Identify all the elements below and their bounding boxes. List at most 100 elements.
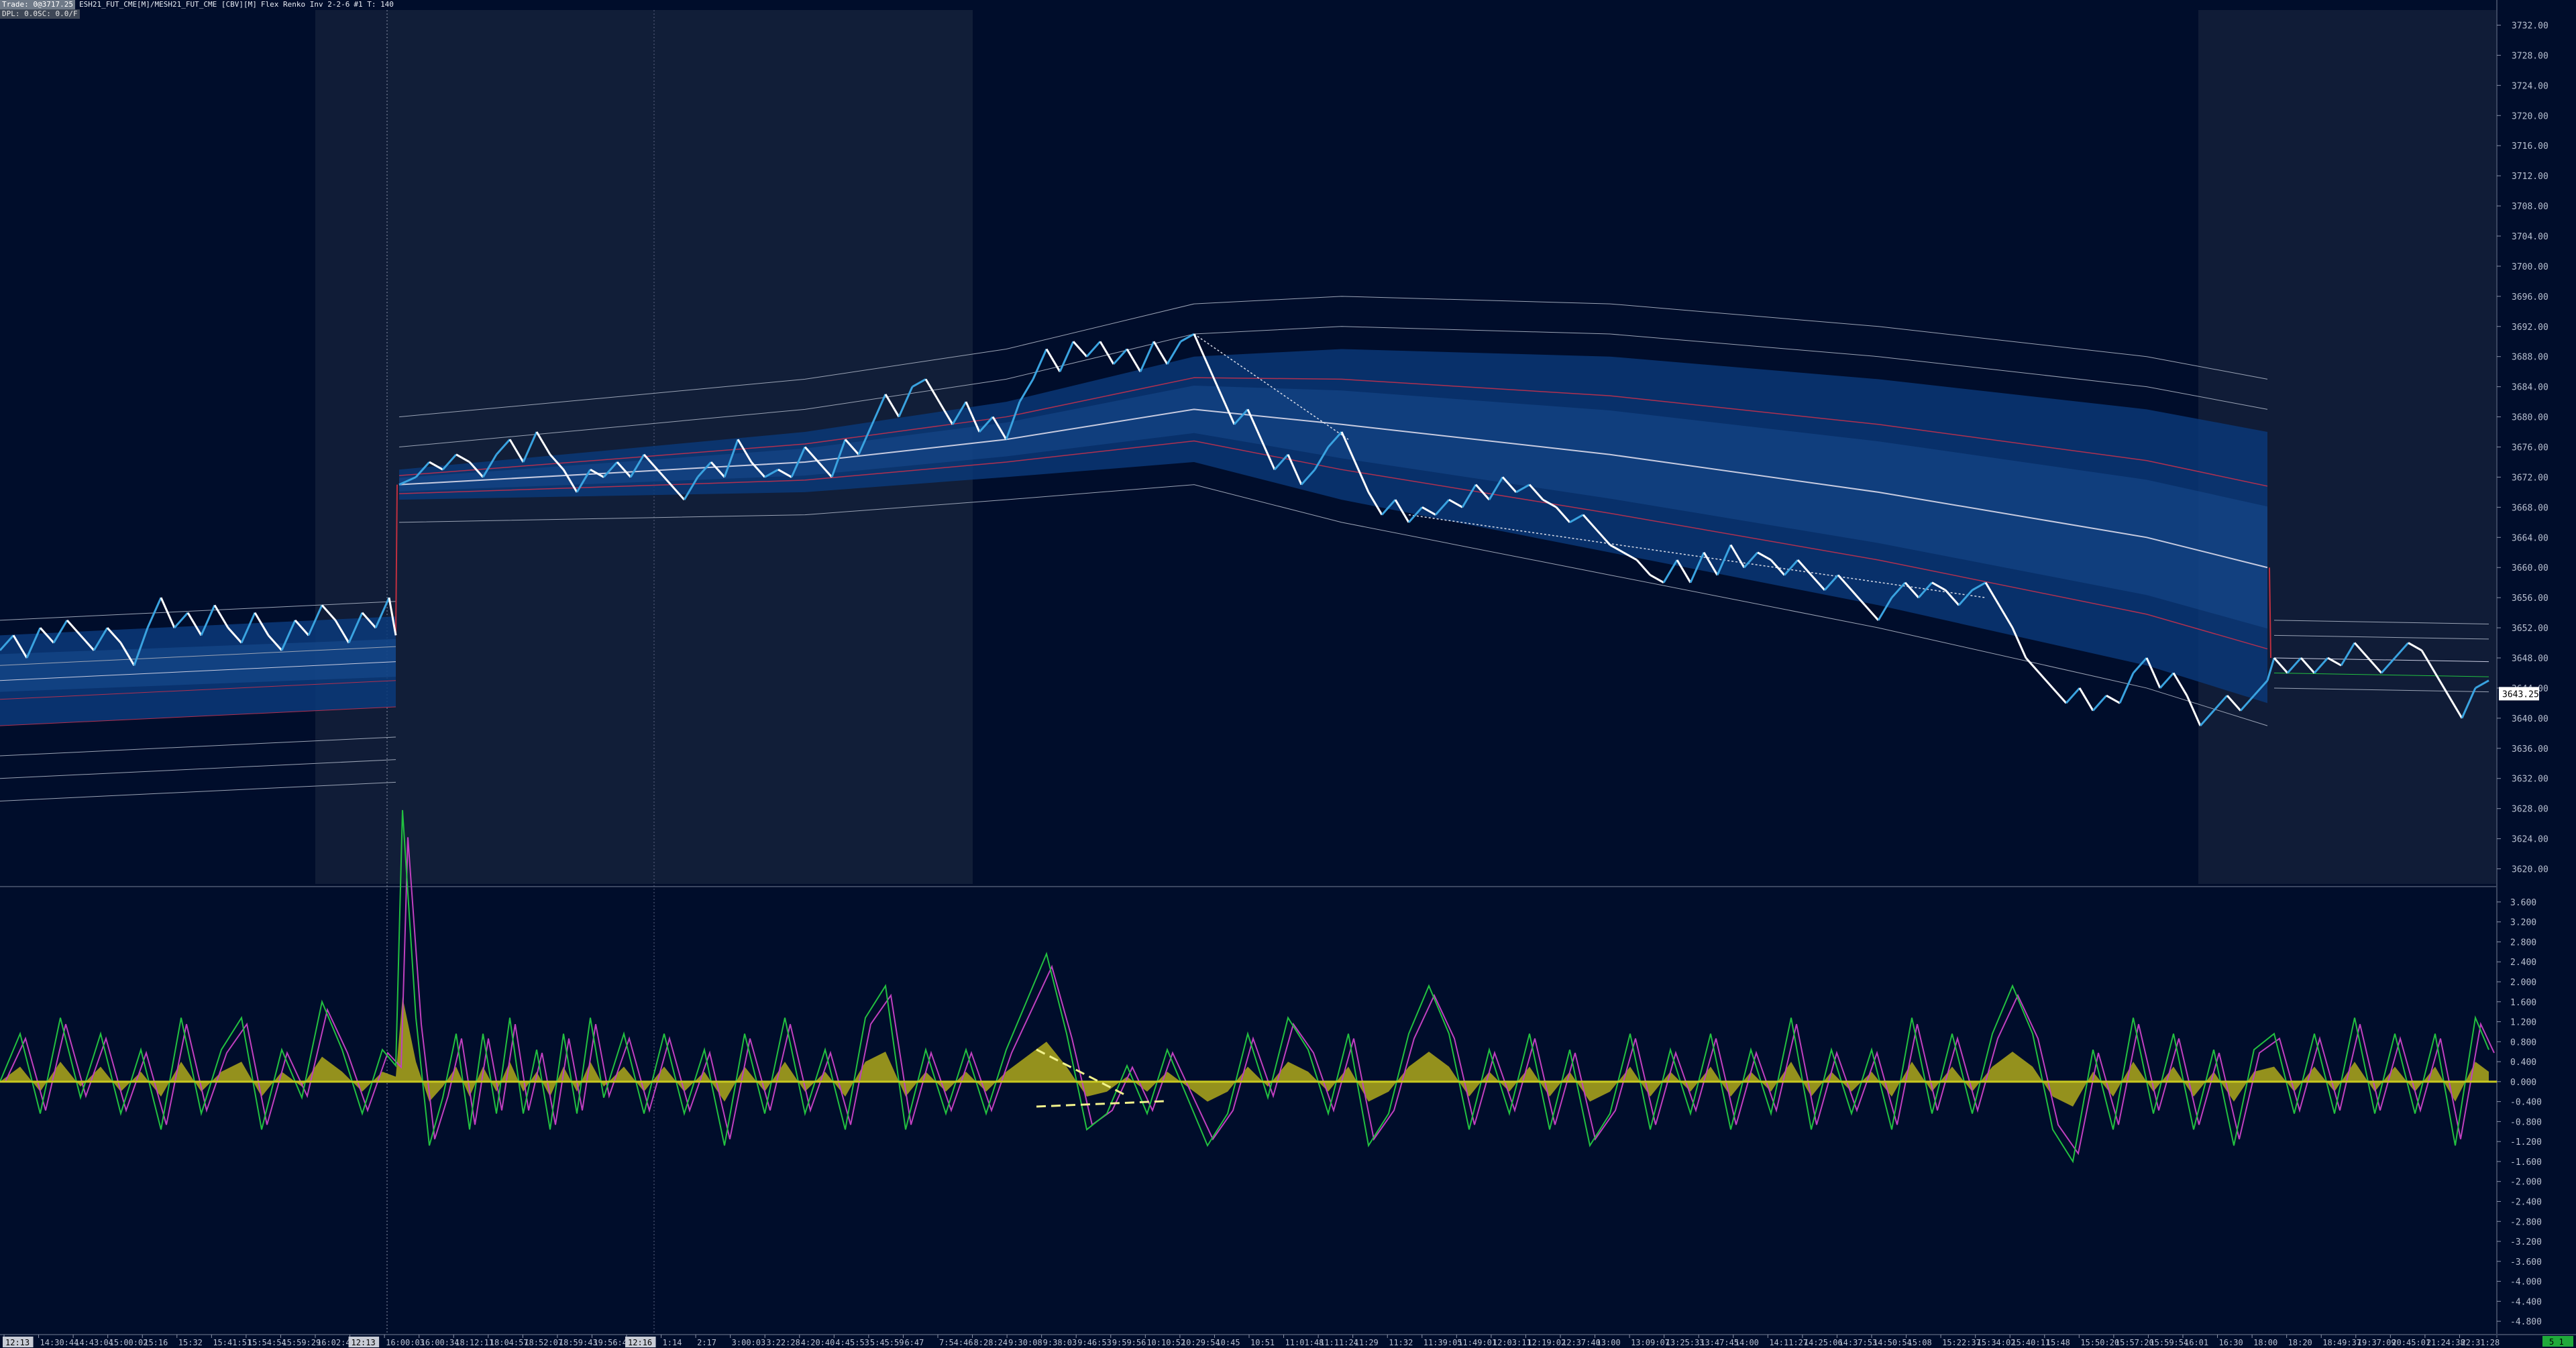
price-segment: [79, 634, 95, 651]
price-segment: [938, 401, 954, 425]
price-segment: [1193, 333, 1209, 365]
price-segment: [951, 401, 967, 425]
price-segment: [1662, 559, 1678, 583]
price-tick-label: 3708.00: [2512, 202, 2548, 212]
osc-tick-label: 2.400: [2510, 958, 2536, 968]
price-segment: [2078, 687, 2094, 712]
price-segment: [1139, 341, 1155, 372]
band-line-upper: [398, 377, 2268, 487]
time-tick-label: 12:13: [5, 1338, 30, 1347]
price-tick-label: 3704.00: [2512, 232, 2548, 242]
osc-tick-label: 1.600: [2510, 998, 2536, 1008]
price-tick-label: 3732.00: [2512, 21, 2548, 31]
time-tick-label: 13:09:07: [1631, 1338, 1670, 1347]
price-segment: [160, 597, 176, 628]
price-segment: [777, 468, 792, 478]
price-segment: [482, 453, 498, 478]
price-segment: [1273, 453, 1289, 471]
price-segment: [1166, 341, 1182, 365]
price-segment: [844, 439, 860, 455]
time-tick-label: 6:47: [904, 1338, 924, 1347]
price-segment: [388, 597, 397, 636]
band-midline: [398, 408, 2268, 569]
price-segment: [1367, 492, 1383, 516]
price-segment: [508, 439, 525, 463]
price-segment: [186, 612, 203, 636]
time-tick-label: 11:01:48: [1285, 1338, 1324, 1347]
osc-tick-label: 1.200: [2510, 1018, 2536, 1028]
price-segment: [2340, 642, 2356, 667]
price-segment: [737, 439, 753, 463]
price-segment: [321, 604, 337, 621]
time-tick-label: 13:25:33: [1666, 1338, 1705, 1347]
price-segment: [468, 461, 484, 478]
time-tick-label: 18:49:37: [2322, 1338, 2361, 1347]
price-segment: [267, 634, 283, 651]
price-segment: [1287, 454, 1303, 486]
price-tick-label: 3692.00: [2512, 323, 2548, 333]
band-line: [0, 781, 396, 801]
time-tick-label: 15:00:02: [109, 1338, 148, 1347]
price-segment: [213, 604, 229, 628]
osc-tick-label: -1.600: [2510, 1158, 2542, 1168]
price-tick-label: 3636.00: [2512, 744, 2548, 754]
right-badge-label: 5 1: [2549, 1337, 2564, 1347]
time-tick-label: 16:00:34: [421, 1338, 460, 1347]
price-segment: [549, 453, 565, 471]
price-segment: [871, 394, 887, 425]
price-tick-label: 3680.00: [2512, 413, 2548, 423]
price-segment: [1716, 544, 1732, 576]
osc-tick-label: -2.800: [2510, 1217, 2542, 1227]
time-tick-label: 18:59:43: [559, 1338, 598, 1347]
bar-type-label[interactable]: Flex Renko Inv 2-2-6: [260, 0, 350, 9]
instrument-label[interactable]: ESH21_FUT_CME[M]/MESH21_FUT_CME [CBV][M]: [78, 0, 257, 9]
price-segment: [1005, 401, 1021, 440]
price-segment: [1689, 552, 1705, 583]
osc-axis: 3.600 3.200 2.800 2.400 2.000 1.600 1.200 0.800…: [2497, 898, 2542, 1327]
price-tick-label: 3664.00: [2512, 533, 2548, 543]
price-segment: [2065, 687, 2081, 704]
time-tick-label: 9:46:53: [1077, 1338, 1112, 1347]
price-segment: [1220, 394, 1236, 425]
price-segment: [227, 627, 243, 644]
price-segment: [12, 634, 28, 659]
time-tick-label: 11:29: [1354, 1338, 1379, 1347]
time-tick-label: 9:59:56: [1112, 1338, 1146, 1347]
price-segment: [2172, 672, 2188, 696]
price-tick-label: 3660.00: [2512, 563, 2548, 573]
time-tick-label: 1:14: [663, 1338, 682, 1347]
price-segment: [1555, 506, 1571, 523]
price-segment: [522, 431, 538, 463]
price-segment: [361, 612, 377, 629]
price-segment: [1904, 581, 1920, 599]
price-segment: [2038, 672, 2054, 689]
time-tick-label: 7:54:46: [939, 1338, 973, 1347]
price-segment: [1676, 559, 1692, 583]
price-tick-label: 3676.00: [2512, 443, 2548, 453]
price-segment: [200, 604, 216, 636]
price-segment: [1313, 446, 1330, 470]
time-tick-label: 8:28:24: [974, 1338, 1008, 1347]
osc-main-line: [0, 809, 2489, 1164]
time-tick-label: 5:45:59: [870, 1338, 904, 1347]
time-tick-label: 11:11:24: [1320, 1338, 1358, 1347]
price-segment: [1394, 499, 1410, 523]
time-tick-label: 15:41:51: [213, 1338, 252, 1347]
osc-tick-label: 2.800: [2510, 938, 2536, 948]
price-segment: [415, 461, 431, 478]
time-tick-label: 20:45:01: [2392, 1338, 2430, 1347]
price-tick-label: 3652.00: [2512, 624, 2548, 634]
price-segment: [2226, 695, 2242, 712]
price-segment: [2408, 642, 2422, 652]
price-segment: [2145, 657, 2161, 689]
time-tick-label: 18:04:57: [490, 1338, 529, 1347]
band-line: [0, 661, 396, 681]
price-segment: [1850, 589, 1866, 606]
price-segment: [1998, 604, 2014, 628]
envelope-outer-upper: [398, 296, 2268, 418]
price-segment: [2118, 672, 2135, 704]
price-segment: [1582, 514, 1598, 531]
price-segment: [495, 439, 511, 455]
